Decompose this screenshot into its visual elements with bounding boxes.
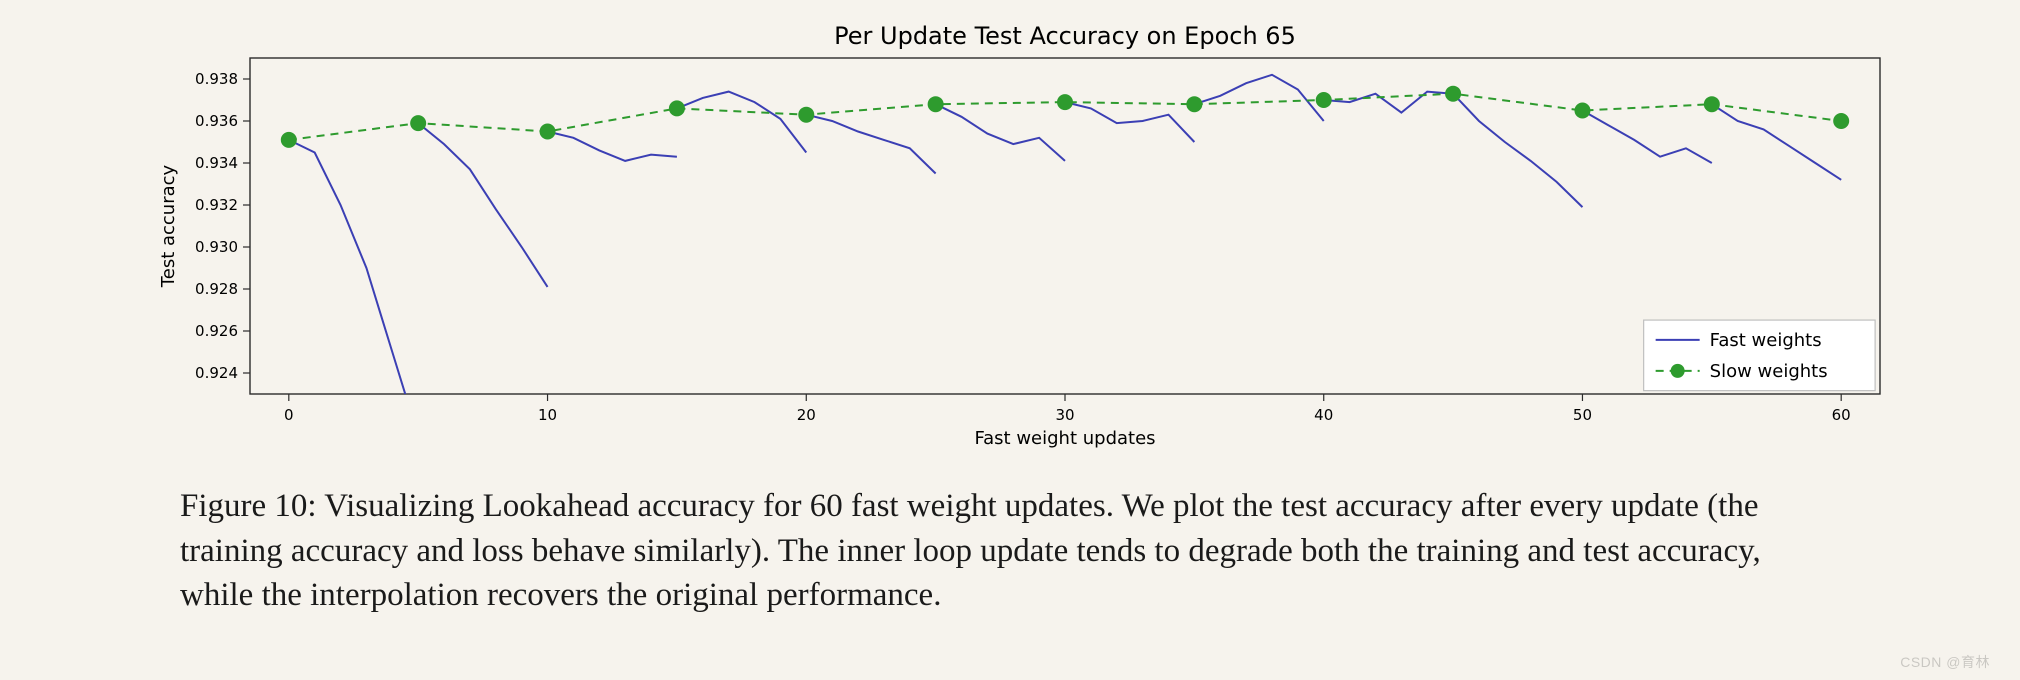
y-tick-label: 0.932 bbox=[195, 196, 238, 214]
slow-weights-marker bbox=[928, 96, 944, 112]
legend: Fast weights Slow weights bbox=[1644, 320, 1875, 391]
x-axis-label: Fast weight updates bbox=[974, 428, 1155, 448]
slow-weights-marker bbox=[410, 115, 426, 131]
y-tick-label: 0.938 bbox=[195, 70, 238, 88]
slow-weights-marker bbox=[1574, 103, 1590, 119]
slow-weights-marker bbox=[669, 100, 685, 116]
y-axis-label: Test accuracy bbox=[158, 164, 179, 288]
figure-caption: Figure 10: Visualizing Lookahead accurac… bbox=[120, 484, 1900, 618]
slow-weights-marker bbox=[281, 132, 297, 148]
slow-weights-marker bbox=[1704, 96, 1720, 112]
x-tick-label: 10 bbox=[538, 406, 557, 424]
y-tick-label: 0.928 bbox=[195, 280, 238, 298]
slow-weights-marker bbox=[1833, 113, 1849, 129]
line-chart: Per Update Test Accuracy on Epoch 65 0 10 2… bbox=[120, 18, 1900, 448]
slow-weights-marker bbox=[540, 124, 556, 140]
y-tick-label: 0.930 bbox=[195, 238, 238, 256]
chart-title: Per Update Test Accuracy on Epoch 65 bbox=[834, 22, 1296, 50]
slow-weights-marker bbox=[1316, 92, 1332, 108]
x-tick-label: 50 bbox=[1573, 406, 1592, 424]
chart-block: Per Update Test Accuracy on Epoch 65 0 10 2… bbox=[120, 18, 1900, 448]
y-tick-label: 0.934 bbox=[195, 154, 238, 172]
x-tick-label: 20 bbox=[797, 406, 816, 424]
figure-container: Per Update Test Accuracy on Epoch 65 0 10 2… bbox=[0, 0, 2020, 618]
x-tick-label: 60 bbox=[1832, 406, 1851, 424]
legend-label: Slow weights bbox=[1710, 361, 1828, 382]
legend-marker bbox=[1671, 364, 1685, 378]
legend-label: Fast weights bbox=[1710, 330, 1822, 351]
watermark: CSDN @育林 bbox=[1900, 652, 1990, 672]
y-tick-label: 0.926 bbox=[195, 322, 238, 340]
x-tick-label: 40 bbox=[1314, 406, 1333, 424]
slow-weights-marker bbox=[1057, 94, 1073, 110]
caption-text: Visualizing Lookahead accuracy for 60 fa… bbox=[180, 488, 1761, 613]
x-tick-label: 0 bbox=[284, 406, 294, 424]
y-tick-label: 0.936 bbox=[195, 112, 238, 130]
slow-weights-marker bbox=[798, 107, 814, 123]
y-tick-label: 0.924 bbox=[195, 364, 238, 382]
caption-prefix: Figure 10: bbox=[180, 488, 324, 524]
slow-weights-marker bbox=[1186, 96, 1202, 112]
x-tick-label: 30 bbox=[1055, 406, 1074, 424]
slow-weights-marker bbox=[1445, 86, 1461, 102]
